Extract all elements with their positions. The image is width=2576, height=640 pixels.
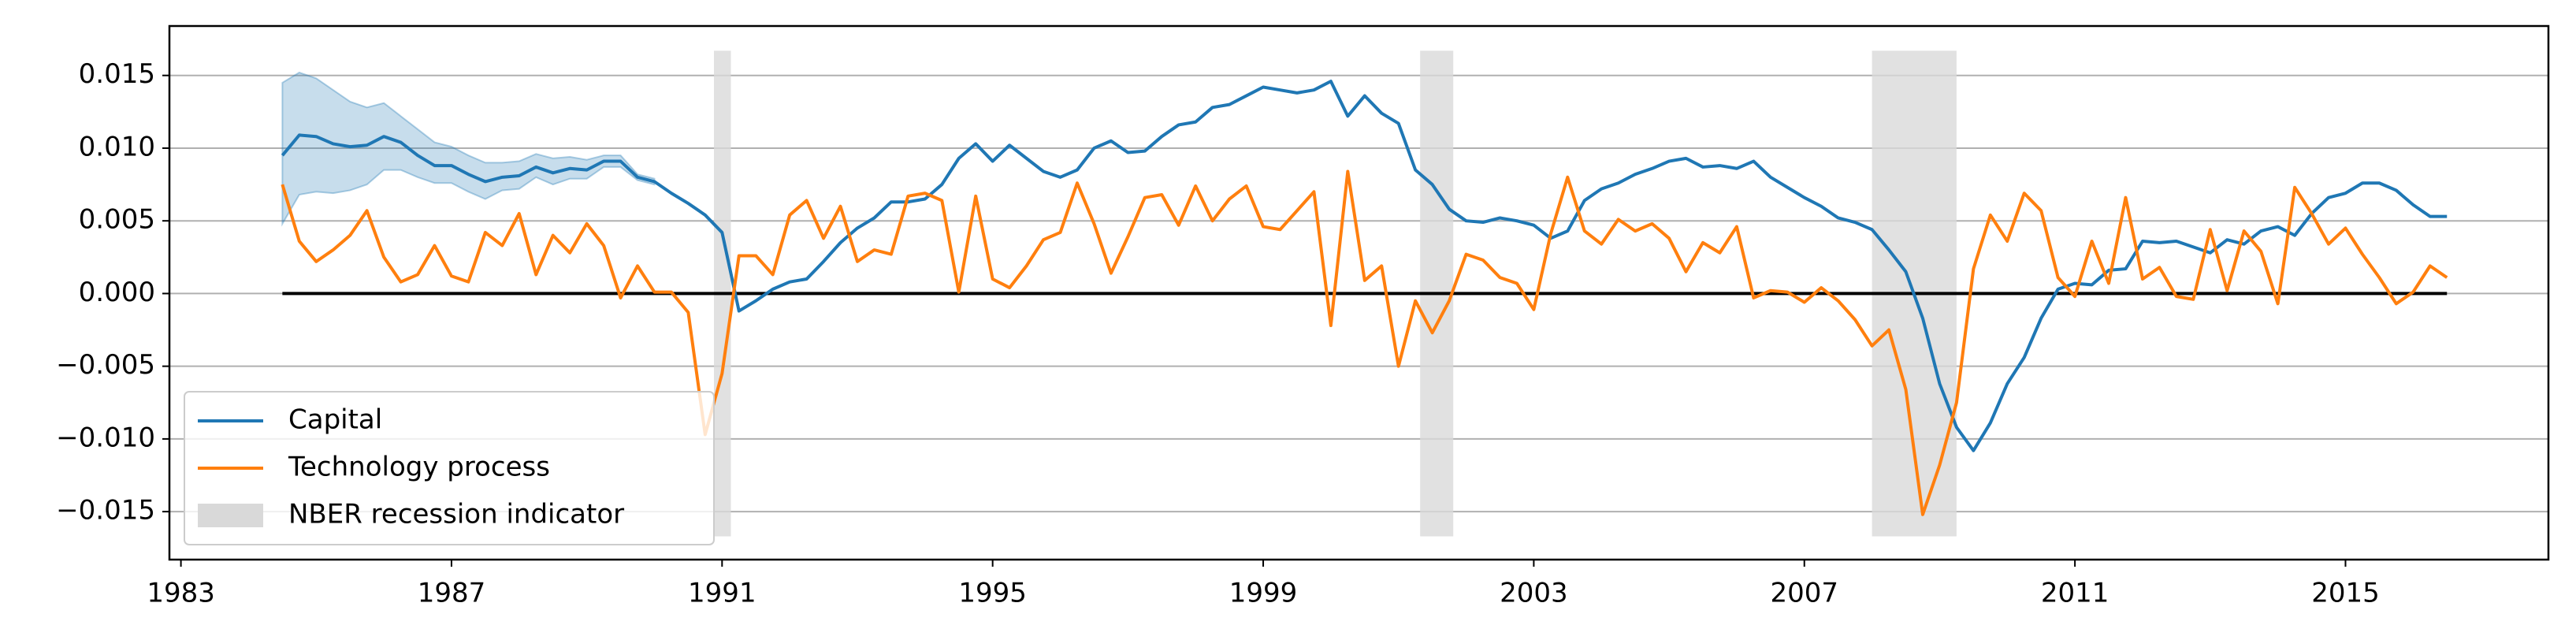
y-tick-label: −0.010	[56, 422, 155, 453]
y-tick-label: 0.015	[79, 58, 155, 90]
legend-box	[184, 391, 715, 545]
x-tick-label: 1991	[688, 578, 756, 609]
x-tick-label: 2011	[2041, 578, 2109, 609]
x-tick-label: 1983	[147, 578, 215, 609]
series-line	[281, 80, 2448, 452]
x-tick-label: 2007	[1770, 578, 1838, 609]
confidence-band	[281, 71, 656, 227]
legend-label: Capital	[288, 404, 382, 436]
x-tick-label: 1999	[1229, 578, 1298, 609]
x-tick-label: 2015	[2311, 578, 2380, 609]
x-tick-label: 2003	[1500, 578, 1568, 609]
y-tick-label: 0.010	[79, 131, 155, 162]
legend: Capital Technology process NBER recession …	[184, 391, 715, 545]
legend-label: Technology process	[288, 452, 550, 483]
y-tick-label: 0.000	[79, 277, 155, 308]
plot-frame	[168, 24, 2550, 561]
y-tick-label: 0.005	[79, 204, 155, 236]
legend-swatch	[198, 504, 263, 527]
x-tick-label: 1995	[958, 578, 1027, 609]
series-line	[281, 169, 2448, 516]
y-tick-label: −0.005	[56, 349, 155, 381]
x-tick-label: 1987	[418, 578, 486, 609]
y-tick-label: −0.015	[56, 495, 155, 527]
legend-label: NBER recession indicator	[288, 499, 624, 530]
